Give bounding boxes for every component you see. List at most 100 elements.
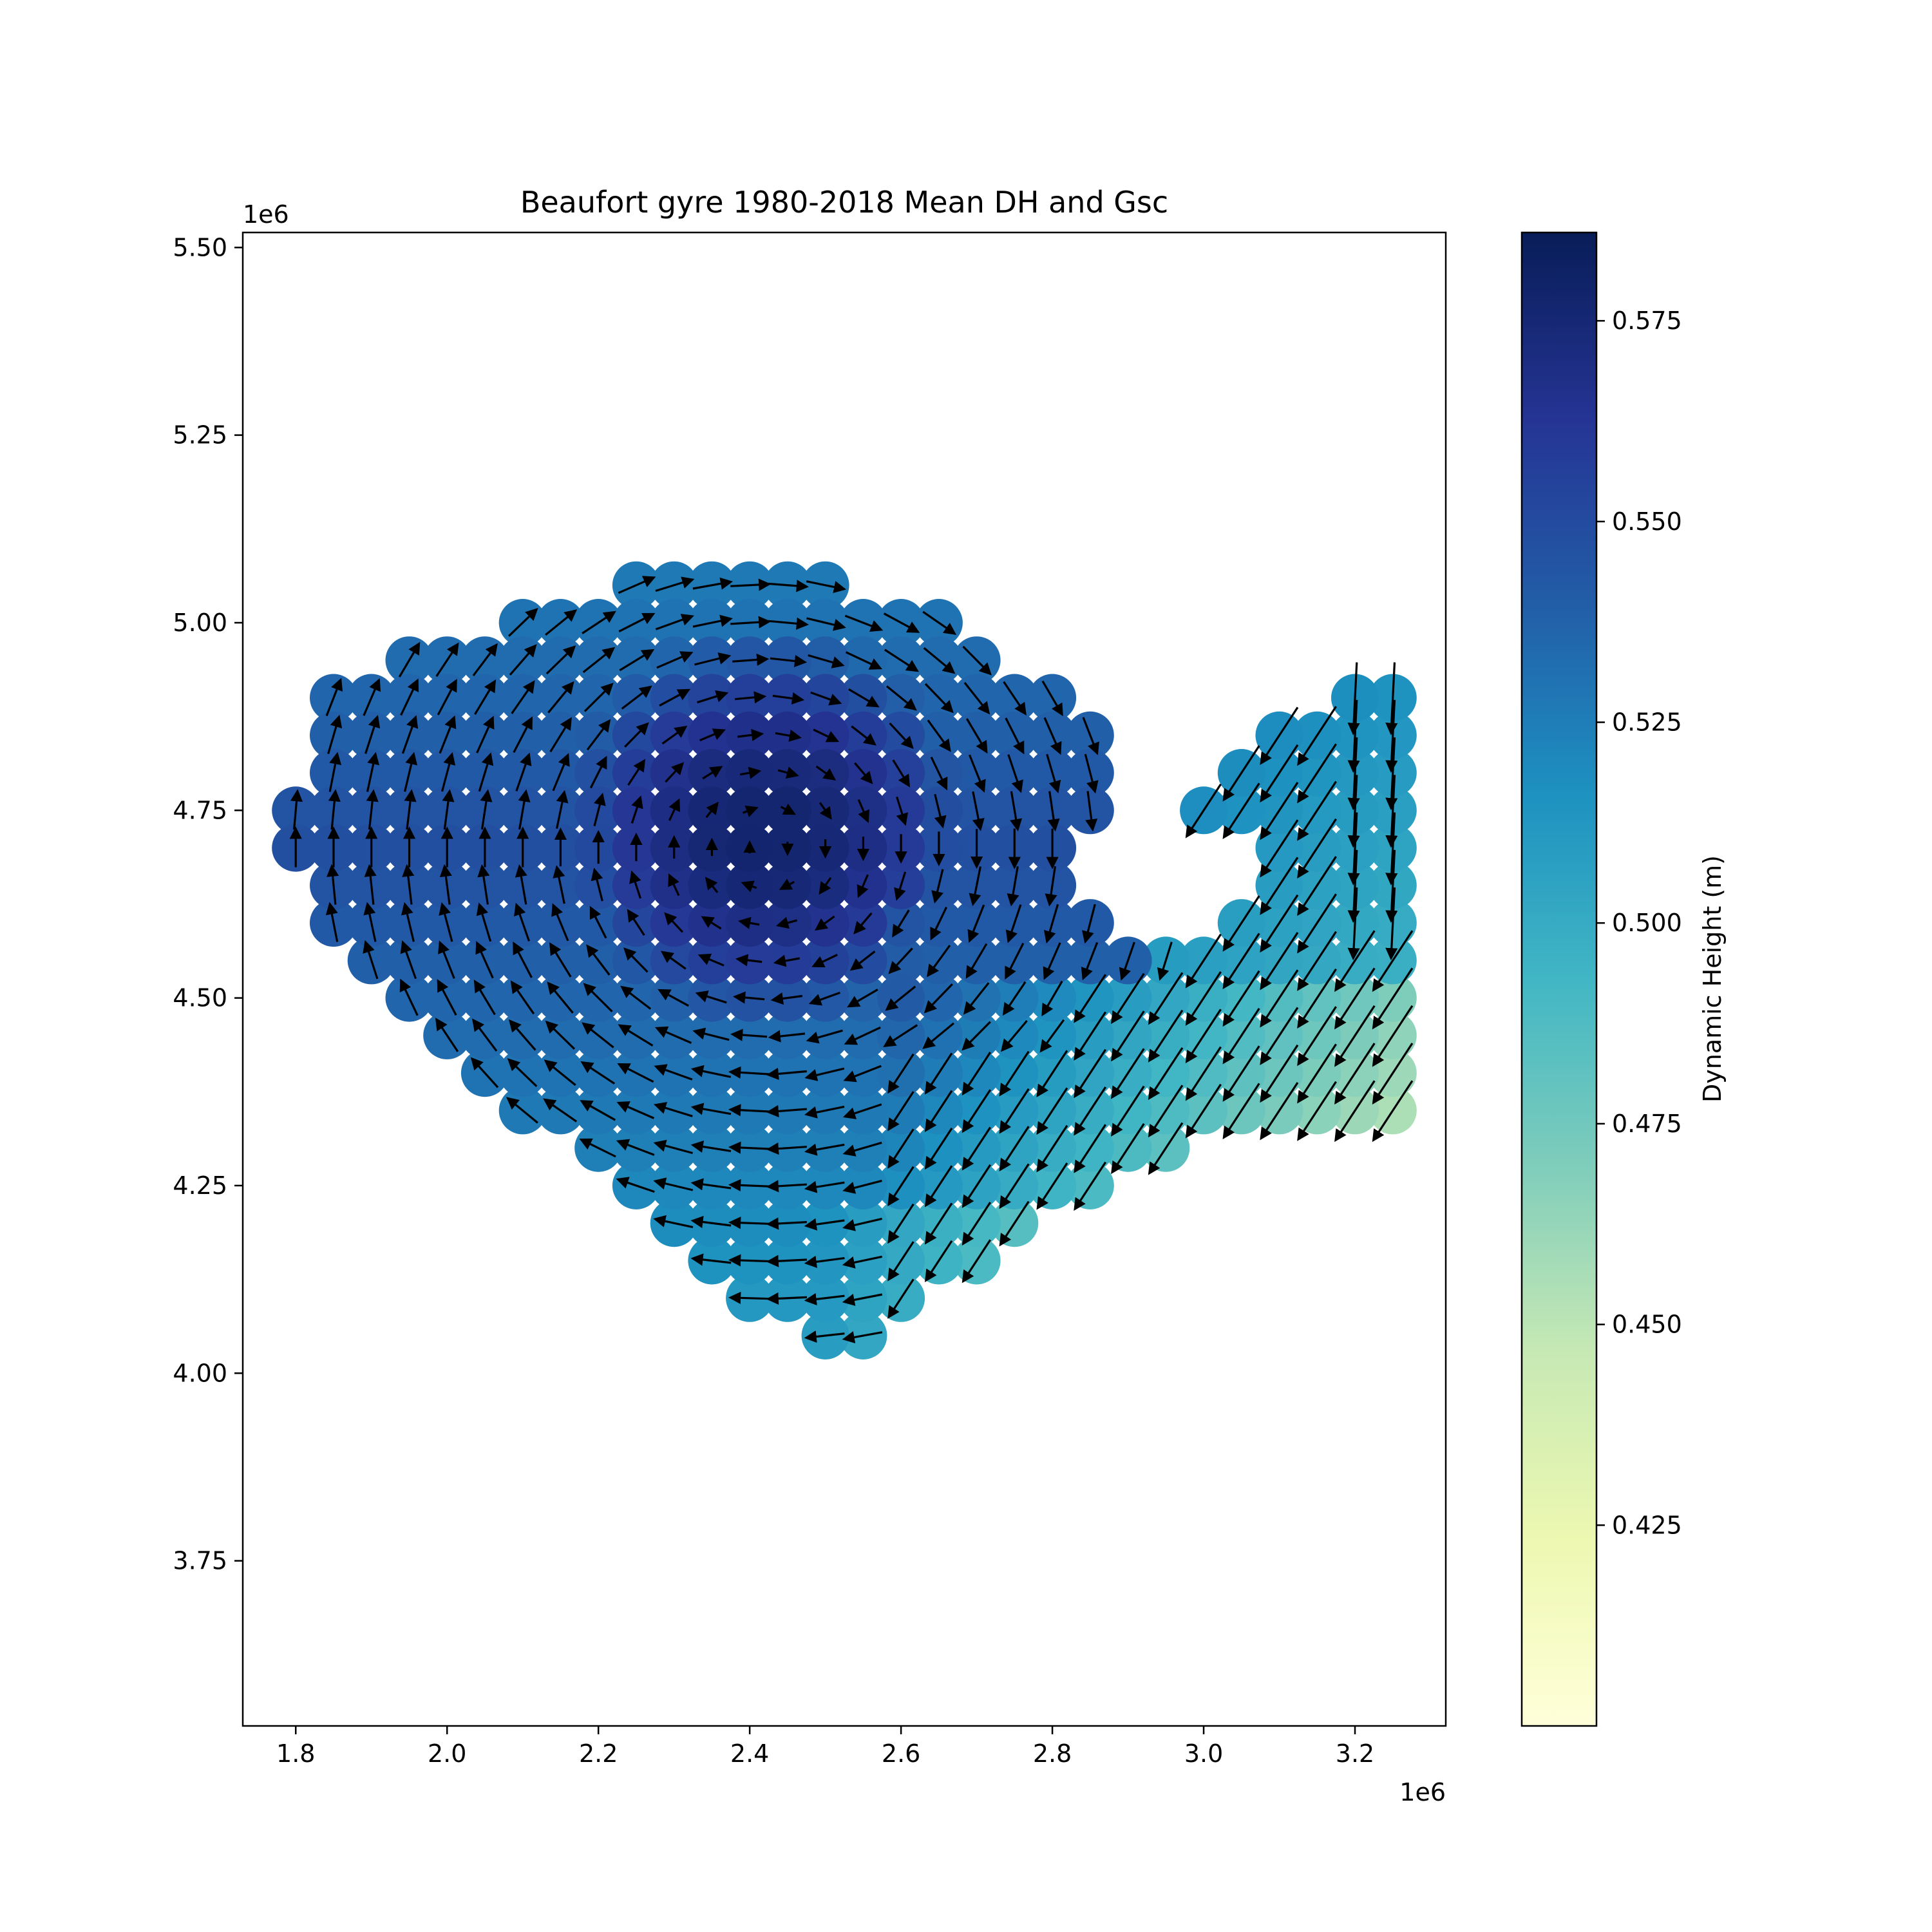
current-arrow: [815, 765, 837, 781]
current-arrow: [927, 944, 951, 978]
current-arrow: [842, 1141, 882, 1157]
current-arrow: [1347, 699, 1360, 773]
current-arrow: [507, 607, 538, 637]
current-arrow: [556, 790, 569, 829]
current-arrow: [766, 1142, 807, 1155]
current-arrow: [961, 1021, 991, 1051]
current-arrow: [853, 912, 873, 934]
current-arrow: [552, 753, 570, 791]
current-arrow: [741, 880, 757, 893]
current-arrow: [1185, 933, 1222, 989]
current-arrow: [857, 874, 869, 898]
current-arrow: [965, 718, 988, 754]
y-tick-label: 4.00: [173, 1359, 227, 1387]
current-arrow: [363, 940, 379, 980]
current-arrow: [1297, 706, 1337, 766]
current-arrow: [1010, 791, 1023, 832]
current-arrow: [627, 909, 645, 936]
current-arrow: [702, 766, 723, 780]
current-arrow: [1222, 970, 1260, 1027]
current-arrow: [1260, 894, 1299, 953]
current-arrow: [705, 801, 719, 819]
current-arrow: [1347, 737, 1360, 811]
current-arrow: [1372, 1080, 1414, 1142]
current-arrow: [1007, 866, 1019, 907]
current-arrow: [507, 1058, 538, 1088]
current-arrow: [442, 789, 455, 830]
current-arrow: [1260, 857, 1299, 915]
current-arrow: [508, 1019, 536, 1051]
current-arrow: [474, 679, 497, 715]
current-arrow: [1043, 904, 1059, 943]
current-arrow: [842, 1179, 882, 1194]
current-arrow: [766, 1104, 807, 1118]
current-arrow: [328, 752, 342, 792]
current-arrow: [766, 1180, 807, 1193]
current-arrow: [847, 989, 878, 1008]
current-arrow: [1260, 969, 1299, 1028]
current-arrow: [888, 947, 913, 974]
current-arrow: [1005, 717, 1025, 755]
current-arrow: [545, 645, 576, 675]
current-arrow: [690, 1065, 732, 1078]
current-arrow: [1222, 745, 1260, 802]
current-arrow: [806, 617, 846, 631]
current-arrow: [1385, 699, 1398, 773]
current-arrow: [477, 864, 490, 905]
current-arrow: [1036, 1124, 1068, 1173]
current-arrow: [1347, 812, 1360, 886]
plot-area: [242, 231, 1447, 1727]
current-arrow: [728, 1141, 770, 1154]
current-arrow: [732, 653, 770, 667]
current-arrow: [883, 1024, 918, 1047]
current-arrow: [854, 762, 873, 784]
current-arrow: [961, 1239, 992, 1283]
current-arrow: [1260, 932, 1299, 990]
current-arrow: [668, 798, 681, 821]
current-arrow: [591, 867, 603, 902]
dynamic-height-points: [272, 561, 1417, 1359]
current-arrow: [804, 1105, 845, 1119]
current-arrow: [808, 991, 840, 1006]
current-arrow: [404, 752, 418, 792]
current-arrow: [742, 805, 759, 817]
current-arrow: [401, 715, 419, 754]
current-arrow: [624, 722, 649, 748]
y-tick-label: 4.25: [173, 1171, 227, 1200]
current-arrow: [616, 1139, 655, 1156]
current-arrow: [695, 990, 727, 1004]
current-arrow: [620, 985, 652, 1010]
current-arrow: [547, 981, 574, 1014]
current-arrow: [842, 1331, 883, 1343]
current-arrow: [969, 754, 986, 793]
current-arrow: [775, 729, 802, 742]
current-arrow: [551, 903, 569, 942]
current-arrow: [1347, 775, 1360, 848]
current-arrow: [1222, 895, 1260, 952]
current-arrow: [844, 614, 884, 632]
current-arrow: [580, 1061, 616, 1085]
current-arrow: [1385, 662, 1398, 735]
current-arrow: [844, 1026, 881, 1045]
current-arrow: [439, 864, 452, 905]
current-arrow: [510, 980, 535, 1015]
current-arrow: [1347, 887, 1360, 961]
current-arrow: [924, 683, 954, 714]
current-arrow: [887, 1128, 914, 1169]
current-arrow: [887, 1053, 914, 1094]
current-arrow: [509, 644, 537, 676]
current-arrow: [737, 728, 764, 741]
current-arrow: [475, 941, 494, 979]
current-arrow: [885, 985, 916, 1011]
current-arrow: [1111, 1048, 1145, 1099]
current-arrow: [768, 617, 809, 630]
x-tick-label: 2.0: [428, 1739, 466, 1768]
current-arrow: [815, 915, 835, 931]
current-arrow: [999, 1088, 1030, 1134]
current-arrow: [665, 762, 685, 783]
current-arrow: [616, 1101, 655, 1119]
current-arrow: [586, 719, 611, 751]
current-arrow: [544, 1059, 576, 1086]
current-arrow: [1260, 1007, 1299, 1065]
